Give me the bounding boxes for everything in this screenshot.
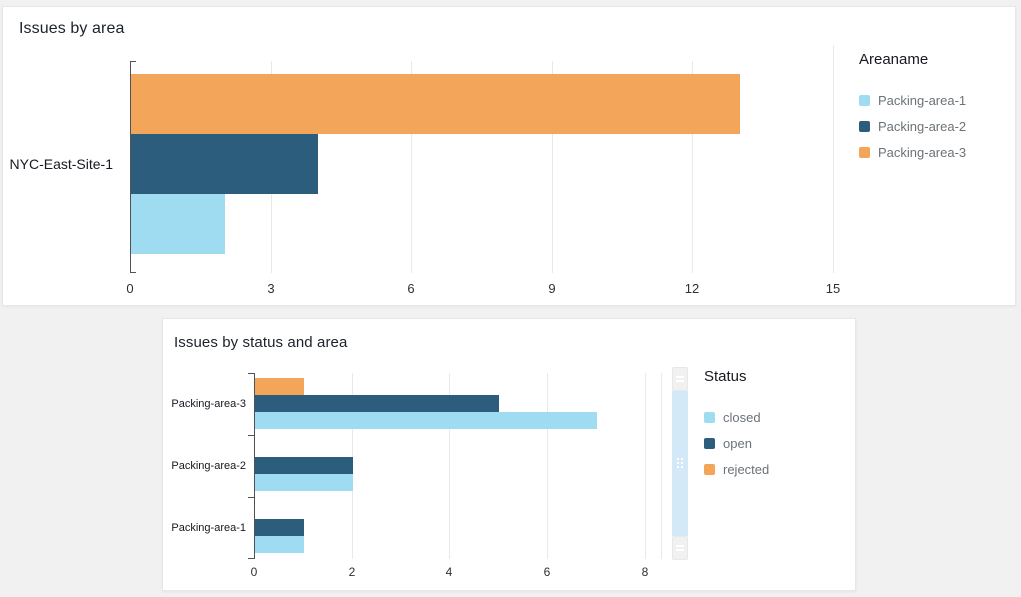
legend-title-status: Status [704,368,747,385]
legend-item-Packing-area-3[interactable]: Packing-area-3 [859,139,1009,165]
legend-status: Status closed open rejected [704,368,844,482]
legend-item-label: closed [723,409,761,425]
legend-swatch-rejected [704,463,715,475]
bar-open-Packing-area-2[interactable] [255,457,353,474]
gridline [411,61,412,273]
x-tick-label: 4 [445,565,453,579]
legend-swatch-Packing-area-3 [859,146,870,158]
bar-Packing-area-2-NYC-East-Site-1[interactable] [131,134,318,194]
category-label: Packing-area-2 [171,460,246,472]
issues-by-status-and-area-card: Issues by status and area Status closed o… [162,318,856,591]
chart-title-issues-by-area: Issues by area [19,20,125,37]
drag-handle-icon [676,545,684,551]
x-tick-label: 0 [250,565,258,579]
bar-rejected-Packing-area-3[interactable] [255,378,304,395]
axis-tick [130,61,136,62]
plot-issues-by-status-and-area [248,373,662,559]
legend-item-label: open [723,435,752,451]
legend-item-label: Packing-area-1 [878,92,967,108]
x-tick-label: 15 [825,281,841,296]
grip-dots-icon [677,458,679,460]
gridline [552,61,553,273]
x-tick-label: 9 [548,281,556,296]
issues-by-area-card: Issues by area Areaname Packing-area-1 Pa… [2,6,1016,306]
axis-tick [248,497,254,498]
legend-title-areaname: Areaname [859,51,929,68]
legend-item-label: Packing-area-2 [878,118,967,134]
x-tick-label: 2 [348,565,356,579]
x-tick-label: 8 [641,565,649,579]
legend-item-rejected[interactable]: rejected [704,456,844,482]
category-label: Packing-area-1 [171,522,246,534]
category-label: NYC-East-Site-1 [9,156,113,172]
bar-closed-Packing-area-1[interactable] [255,536,304,553]
scrollbar-bottom-handle[interactable] [672,536,688,560]
scrollbar-track[interactable] [672,391,688,536]
axis-tick [248,373,254,374]
x-tick-label: 12 [684,281,700,296]
x-tick-label: 6 [407,281,415,296]
x-tick-label: 6 [543,565,551,579]
legend-swatch-Packing-area-1 [859,94,870,106]
bar-open-Packing-area-3[interactable] [255,395,499,412]
axis-tick [130,272,136,273]
legend-swatch-closed [704,411,715,423]
plot-issues-by-area [130,61,833,273]
gridline [645,373,646,559]
legend-item-label: Packing-area-3 [878,144,967,160]
axis-tick [248,435,254,436]
legend-items: Packing-area-1 Packing-area-2 Packing-area… [859,87,1009,165]
legend-divider [833,45,834,273]
x-tick-label: 0 [126,281,134,296]
legend-item-Packing-area-1[interactable]: Packing-area-1 [859,87,1009,113]
legend-swatch-open [704,437,715,449]
y-axis [130,61,131,273]
category-label: Packing-area-3 [171,398,246,410]
scrollbar-top-handle[interactable] [672,367,688,391]
legend-swatch-Packing-area-2 [859,120,870,132]
x-tick-label: 3 [267,281,275,296]
axis-tick [248,558,254,559]
legend-item-Packing-area-2[interactable]: Packing-area-2 [859,113,1009,139]
gridline [547,373,548,559]
bar-closed-Packing-area-3[interactable] [255,412,597,429]
plot-right-edge-line [661,373,662,559]
bar-Packing-area-1-NYC-East-Site-1[interactable] [131,194,225,254]
bar-closed-Packing-area-2[interactable] [255,474,353,491]
legend-areaname: Areaname Packing-area-1 Packing-area-2 Pac… [859,51,1009,165]
legend-items: closed open rejected [704,404,844,482]
y-axis [254,373,255,559]
legend-item-open[interactable]: open [704,430,844,456]
gridline [449,373,450,559]
drag-handle-icon [676,376,684,382]
gridline [692,61,693,273]
chart-title-issues-by-status-and-area: Issues by status and area [174,334,348,351]
y-axis-scrollbar[interactable] [672,367,688,560]
bar-Packing-area-3-NYC-East-Site-1[interactable] [131,74,740,134]
legend-item-label: rejected [723,461,770,477]
legend-item-closed[interactable]: closed [704,404,844,430]
bar-open-Packing-area-1[interactable] [255,519,304,536]
